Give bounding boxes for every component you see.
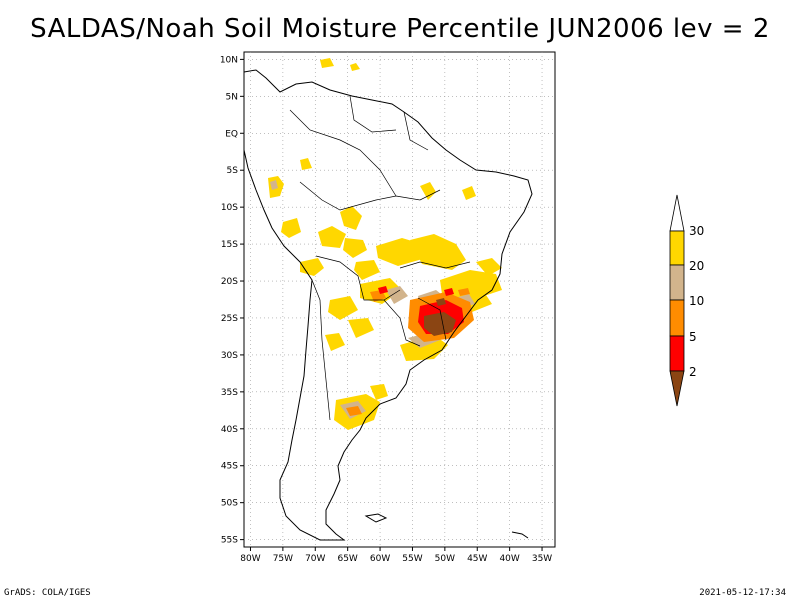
lat-tick-label: 25S — [221, 314, 238, 324]
map-title: SALDAS/Noah Soil Moisture Percentile JUN… — [30, 14, 770, 44]
lat-tick-label: 50S — [221, 499, 238, 509]
colorbar-segment-20-30 — [669, 230, 685, 266]
lon-tick-label: 45W — [467, 554, 487, 564]
lon-tick-label: 40W — [499, 554, 519, 564]
colorbar-top-arrow — [669, 194, 685, 232]
colorbar-label-10: 10 — [689, 294, 704, 308]
lat-tick-label: 30S — [221, 351, 238, 361]
colorbar-bottom-arrow — [669, 370, 685, 407]
coastline — [244, 69, 533, 541]
lon-tick-label: 50W — [435, 554, 455, 564]
lon-tick-label: 80W — [240, 554, 260, 564]
lat-tick-label: 10N — [220, 55, 238, 65]
colorbar-label-5: 5 — [689, 330, 697, 344]
shading-below-2 — [424, 298, 456, 336]
lat-tick-label: 20S — [221, 277, 238, 287]
gridlines — [244, 52, 555, 547]
lat-tick-label: 55S — [221, 536, 238, 546]
colorbar: 30 20 10 5 2 — [669, 194, 704, 407]
lon-tick-label: 55W — [402, 554, 422, 564]
lat-tick-label: 5S — [227, 166, 239, 176]
colorbar-segment-5-10 — [669, 299, 685, 337]
colorbar-label-30: 30 — [689, 224, 704, 238]
lat-tick-labels: 10N 5N EQ 5S 10S 15S 20S 25S 30S 35S 40S 45S 50S 55S — [220, 55, 244, 546]
lat-tick-label: 45S — [221, 462, 238, 472]
footer-credit: GrADS: COLA/IGES — [4, 588, 91, 598]
footer-timestamp: 2021-05-12-17:34 — [699, 588, 786, 598]
lat-tick-label: 5N — [226, 92, 238, 102]
lat-tick-label: EQ — [225, 129, 238, 139]
colorbar-segment-10-20 — [669, 264, 685, 301]
percentile-shading — [268, 58, 502, 430]
lat-tick-label: 35S — [221, 388, 238, 398]
lon-tick-label: 60W — [370, 554, 390, 564]
lat-tick-label: 15S — [221, 240, 238, 250]
lon-tick-label: 65W — [337, 554, 357, 564]
colorbar-label-2: 2 — [689, 365, 697, 379]
colorbar-segment-2-5 — [669, 335, 685, 372]
lat-tick-label: 40S — [221, 425, 238, 435]
lon-tick-labels: 80W 75W 70W 65W 60W 55W 50W 45W 40W 35W — [240, 547, 552, 564]
lon-tick-label: 75W — [273, 554, 293, 564]
lon-tick-label: 70W — [305, 554, 325, 564]
colorbar-label-20: 20 — [689, 259, 704, 273]
country-borders — [289, 95, 471, 421]
lon-tick-label: 35W — [532, 554, 552, 564]
lat-tick-label: 10S — [221, 203, 238, 213]
